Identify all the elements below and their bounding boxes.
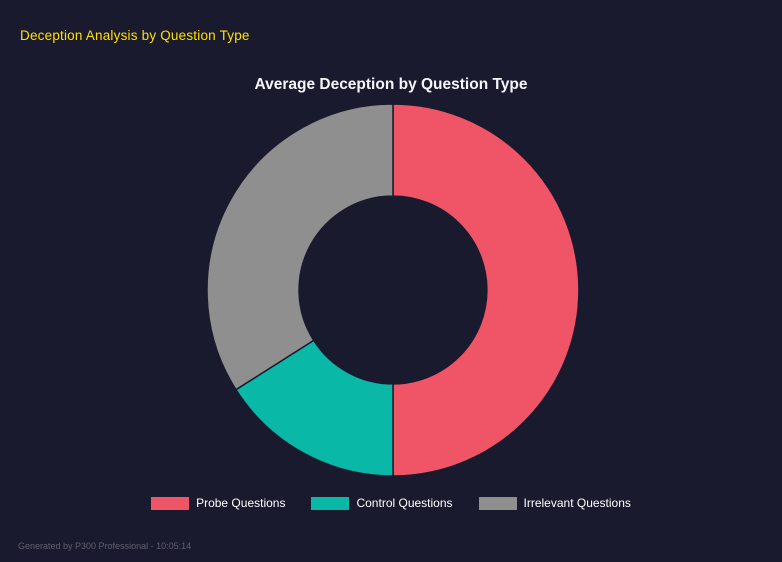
chart-legend: Probe Questions Control Questions Irrele… bbox=[0, 496, 782, 510]
donut-segment[interactable] bbox=[392, 103, 580, 477]
legend-item-probe[interactable]: Probe Questions bbox=[151, 496, 285, 510]
legend-label-control: Control Questions bbox=[356, 496, 453, 510]
donut-segment[interactable] bbox=[234, 339, 394, 477]
donut-chart bbox=[206, 103, 580, 477]
legend-item-control[interactable]: Control Questions bbox=[311, 496, 453, 510]
legend-swatch-probe bbox=[151, 496, 190, 510]
donut-segment[interactable] bbox=[206, 103, 394, 391]
page-title: Deception Analysis by Question Type bbox=[20, 28, 250, 43]
legend-item-irrelevant[interactable]: Irrelevant Questions bbox=[478, 496, 631, 510]
legend-label-irrelevant: Irrelevant Questions bbox=[523, 496, 631, 510]
legend-label-probe: Probe Questions bbox=[196, 496, 286, 510]
footer-note: Generated by P300 Professional - 10:05:1… bbox=[18, 541, 192, 551]
legend-swatch-irrelevant bbox=[478, 496, 517, 510]
chart-title: Average Deception by Question Type bbox=[254, 76, 528, 93]
legend-swatch-control bbox=[311, 496, 350, 510]
